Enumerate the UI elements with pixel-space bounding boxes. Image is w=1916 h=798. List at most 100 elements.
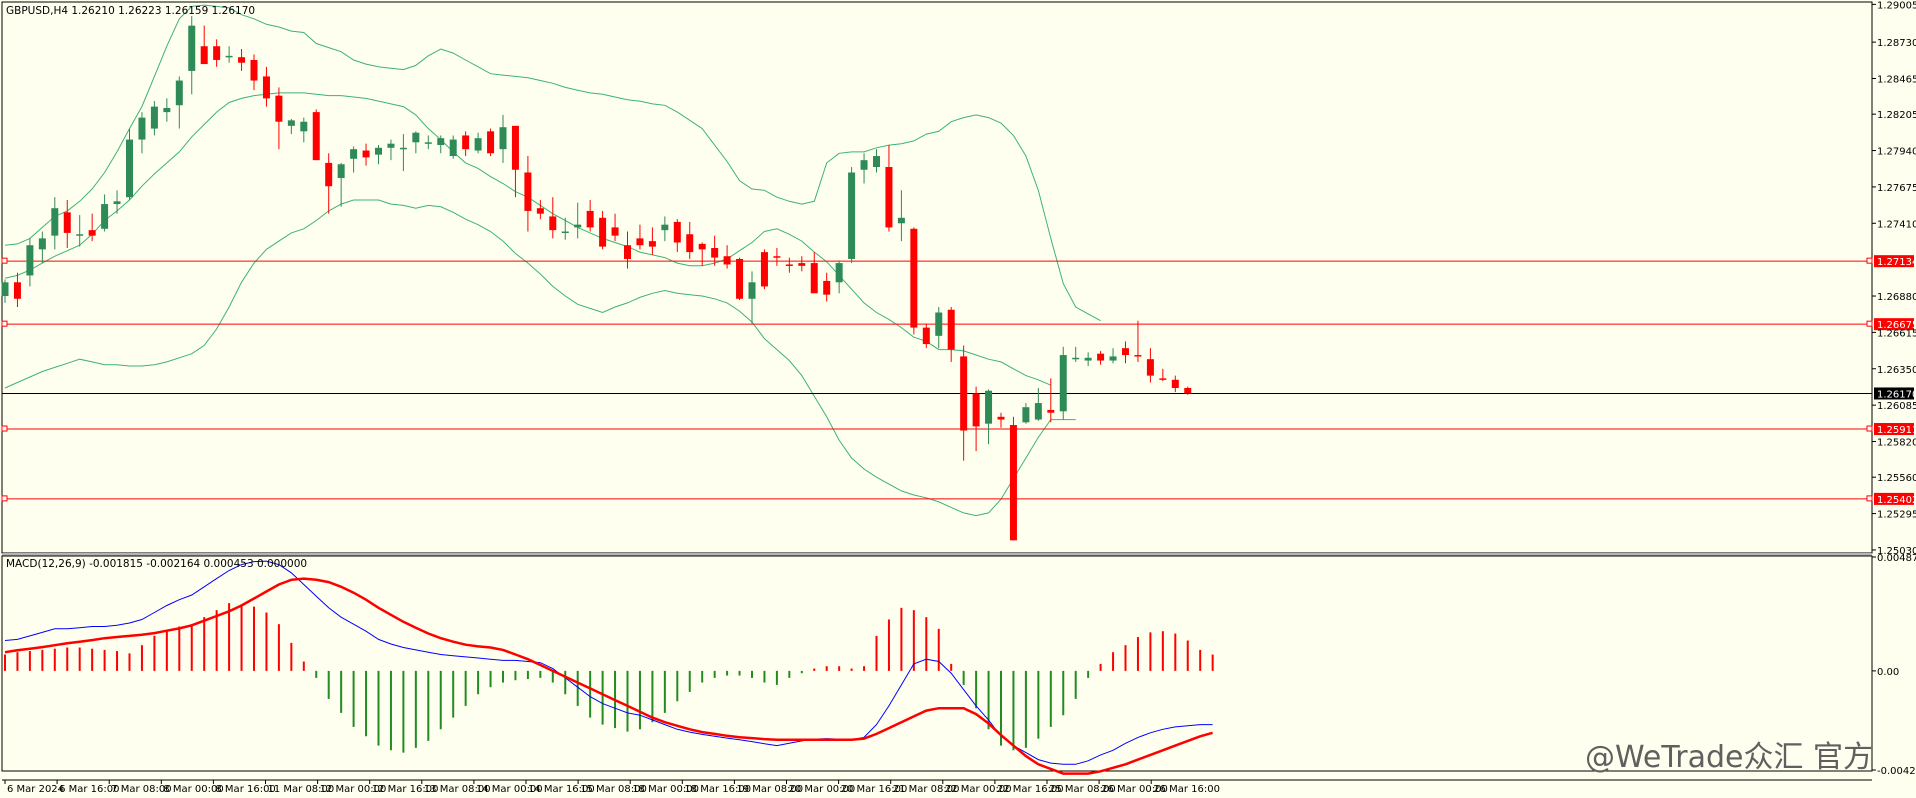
candle-body [287, 120, 295, 126]
macd-tick-label: -0.004245 [1877, 766, 1916, 777]
price-axis: 1.29005 1.28730 1.28465 1.28205 1.27940 1.276… [1872, 0, 1916, 557]
level-handle-left [1, 495, 8, 502]
candle-body [200, 46, 208, 65]
time-tick-label: 14 Mar 16:00 [528, 784, 595, 795]
candle-body [574, 224, 582, 228]
candle-body [26, 245, 34, 276]
candle-body [63, 212, 71, 233]
candle-body [499, 127, 507, 150]
candle-body [823, 280, 831, 295]
bollinger-lower-line [4, 199, 1076, 517]
candle-body [225, 55, 233, 58]
candle-body [126, 139, 133, 198]
candle-body [449, 139, 457, 157]
candle-body [1171, 379, 1179, 388]
candle-body [810, 263, 818, 294]
candle-body [748, 282, 756, 299]
candle-body [1034, 403, 1042, 420]
horizontal-levels[interactable]: 1.27134 1.26675 1.25911 1.25402 1.26170 [1, 255, 1916, 506]
price-tick-label: 1.28465 [1877, 74, 1916, 85]
level-handle-right [1866, 495, 1873, 502]
price-tick-label: 1.26350 [1877, 365, 1916, 376]
level-price-tag [1874, 255, 1914, 268]
level-handle-left [1, 425, 8, 432]
level-price-tag [1874, 318, 1914, 331]
time-tick-label: 13 Mar 08:00 [424, 784, 491, 795]
candle-body [972, 393, 980, 427]
level-handle-right [1866, 257, 1873, 264]
candle-body [1134, 355, 1142, 357]
pane-separator[interactable] [2, 553, 1872, 556]
price-tick-label: 1.25030 [1877, 546, 1916, 557]
candle-body [138, 117, 146, 140]
candle-body [599, 217, 607, 247]
candle-body [462, 135, 470, 150]
bollinger-upper-line [4, 4, 1101, 322]
level-price-label: 1.26675 [1877, 320, 1916, 331]
candle-body [536, 208, 544, 214]
price-tick-label: 1.25295 [1877, 510, 1916, 521]
candle-body [1047, 409, 1055, 413]
candle-body [150, 106, 158, 129]
symbol-info: GBPUSD,H4 1.26210 1.26223 1.26159 1.2617… [6, 5, 255, 17]
candle-body [997, 416, 1005, 420]
time-tick-label: 8 Mar 00:00 [163, 784, 223, 795]
candle-body [387, 143, 395, 148]
candle-body [1, 282, 9, 297]
price-tick-label: 1.27675 [1877, 183, 1916, 194]
candle-body [424, 142, 432, 144]
candle-body [250, 59, 258, 81]
time-tick-label: 6 Mar 2024 [7, 784, 64, 795]
candle-body [985, 390, 993, 424]
time-tick-label: 26 Mar 16:00 [1153, 784, 1220, 795]
time-tick-label: 25 Mar 08:00 [1049, 784, 1116, 795]
candle-body [897, 217, 905, 224]
time-tick-label: 19 Mar 08:00 [736, 784, 803, 795]
time-tick-label: 15 Mar 08:00 [580, 784, 647, 795]
time-tick-label: 20 Mar 00:00 [789, 784, 856, 795]
time-tick-label: 18 Mar 00:00 [632, 784, 699, 795]
candle-body [1059, 355, 1067, 412]
price-tick-label: 1.28205 [1877, 110, 1916, 121]
candle-body [362, 150, 370, 158]
candle-body [1009, 425, 1017, 541]
time-tick-label: 22 Mar 16:00 [997, 784, 1064, 795]
candle-body [611, 227, 619, 236]
candle-body [101, 204, 109, 229]
level-handle-right [1866, 320, 1873, 327]
candle-body [910, 228, 918, 328]
price-tick-label: 1.25560 [1877, 473, 1916, 484]
candle-body [524, 172, 532, 211]
level-handle-left [1, 257, 8, 264]
level-price-label: 1.25911 [1877, 425, 1916, 436]
candle-body [873, 156, 880, 168]
candle-body [960, 356, 968, 431]
price-tick-label: 1.26880 [1877, 292, 1916, 303]
candle-body [474, 138, 482, 151]
candles [1, 16, 1192, 541]
macd-info: MACD(12,26,9) -0.001815 -0.002164 0.0004… [6, 558, 307, 570]
candle-body [935, 312, 943, 336]
candle-body [686, 234, 694, 253]
candle-body [785, 264, 793, 266]
level-price-tag [1874, 423, 1914, 436]
candle-body [1072, 357, 1080, 360]
candle-body [88, 230, 96, 236]
macd-signal-line [4, 577, 1213, 775]
macd-main-line [4, 560, 1213, 765]
candle-body [13, 282, 21, 299]
candle-body [736, 258, 744, 299]
candle-body [325, 162, 333, 187]
time-tick-label: 8 Mar 16:00 [215, 784, 275, 795]
price-tick-label: 1.26085 [1877, 401, 1916, 412]
candle-body [1084, 357, 1092, 361]
time-tick-label: 7 Mar 08:00 [111, 784, 171, 795]
candle-body [213, 46, 221, 60]
candle-body [412, 132, 420, 143]
candle-body [275, 95, 283, 122]
candle-body [885, 167, 893, 228]
candle-body [511, 125, 519, 170]
